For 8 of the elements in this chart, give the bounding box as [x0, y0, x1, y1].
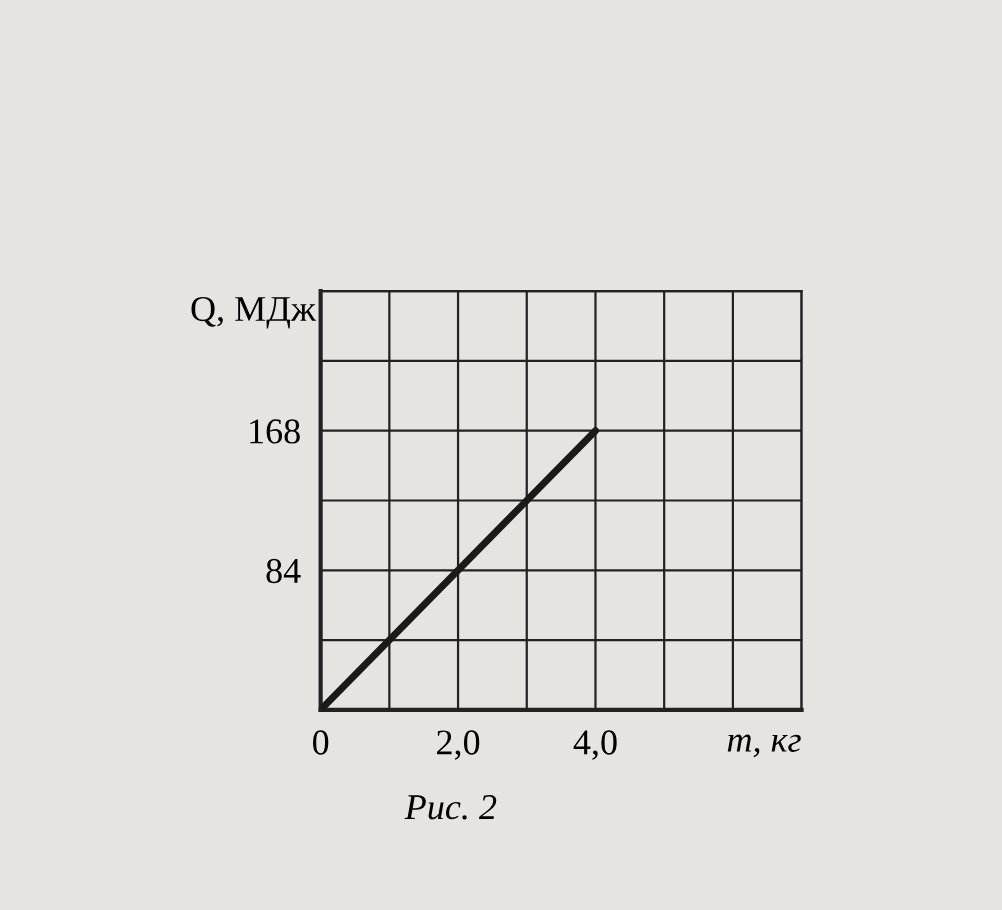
x-tick-label: 4,0	[573, 730, 617, 760]
x-tick-label: 2,0	[437, 730, 480, 760]
y-tick-label: 168	[250, 419, 300, 444]
y-axis-title: Q, МДж	[191, 296, 316, 329]
text: Рис. 2	[404, 795, 497, 820]
x-tick-label: 0	[312, 730, 329, 755]
y-tick-label: 84	[266, 558, 301, 584]
x-axis-title: m, кг	[727, 734, 801, 758]
